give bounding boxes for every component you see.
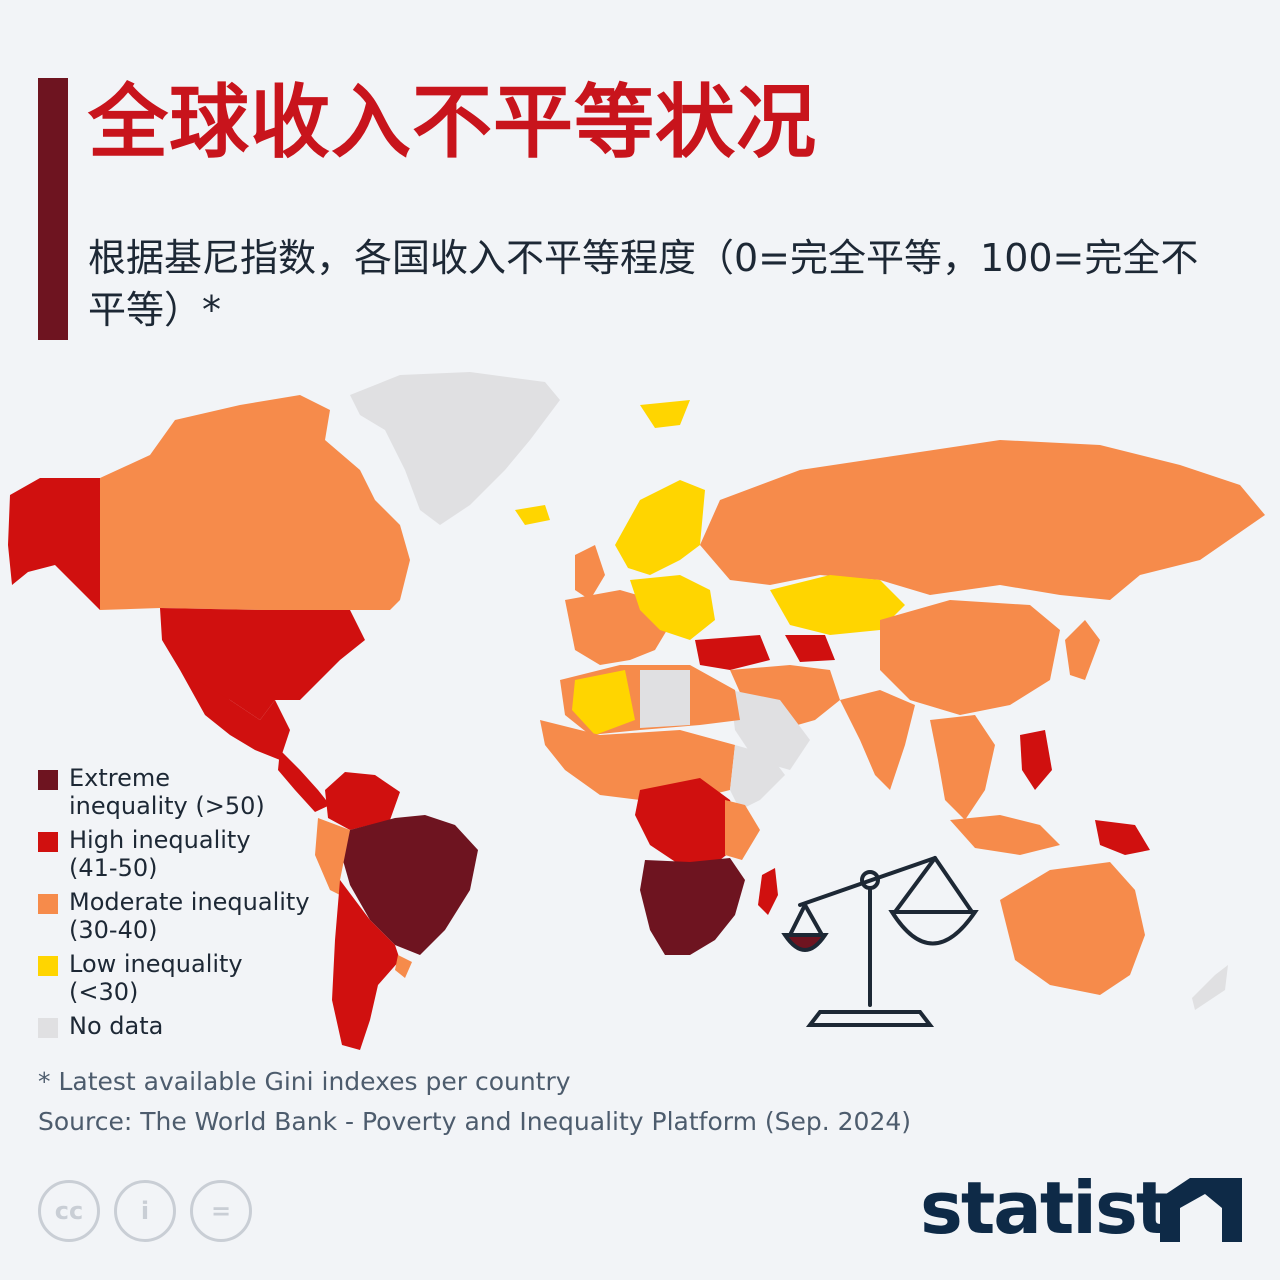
legend-range: inequality (>50) [69,792,265,820]
china [880,600,1060,715]
page-title: 全球收入不平等状况 [88,76,817,169]
legend-item-extreme: Extreme inequality (>50) [38,764,310,820]
madagascar [758,868,778,915]
india [840,690,915,790]
footnote: * Latest available Gini indexes per coun… [38,1067,571,1096]
legend-item-moderate: Moderate inequality (30-40) [38,888,310,944]
peru [315,818,350,900]
attribution-icon[interactable]: i [114,1180,176,1242]
greenland [350,372,560,525]
papua-new-guinea [1095,820,1150,855]
new-zealand [1192,965,1228,1010]
southern-africa [640,858,745,955]
legend-label: Low inequality [69,950,243,978]
southeast-asia [930,715,995,820]
uruguay [395,955,412,978]
algeria [572,670,635,735]
legend-swatch [38,770,58,790]
legend-range: (41-50) [69,854,158,882]
libya-egypt [640,670,690,728]
iceland [515,505,550,525]
brazil [340,815,478,955]
central-america [278,750,330,812]
canada [100,395,410,610]
japan [1065,620,1100,680]
legend-range: (30-40) [69,916,158,944]
title-accent-bar [38,78,68,340]
indonesia [950,815,1060,855]
statista-mark-icon [1160,1178,1242,1242]
colombia-venezuela [325,772,400,830]
argentina-chile [332,880,400,1050]
central-europe [630,575,715,640]
uk [575,545,605,600]
legend-swatch [38,1018,58,1038]
turkey [695,635,770,670]
legend-range: (<30) [69,978,139,1006]
legend-item-low: Low inequality (<30) [38,950,310,1006]
no-derivatives-icon[interactable]: = [190,1180,252,1242]
legend-label: No data [69,1012,164,1040]
svalbard [640,400,690,428]
legend-label: High inequality [69,826,251,854]
legend-swatch [38,832,58,852]
page-subtitle: 根据基尼指数，各国收入不平等程度（0=完全平等，100=完全不平等）* [88,236,1199,332]
usa [160,608,365,720]
philippines [1020,730,1052,790]
legend-label: Moderate inequality [69,888,310,916]
russia [700,440,1265,600]
east-africa [725,800,760,860]
map-legend: Extreme inequality (>50) High inequality… [38,764,310,1046]
kazakhstan [770,575,905,635]
cc-icon[interactable]: cc [38,1180,100,1242]
balance-scale-icon [781,856,979,1027]
mexico [180,670,290,760]
west-africa [540,720,735,800]
turkmenistan [785,635,835,662]
alaska [8,478,100,610]
australia [1000,862,1145,995]
world-map [8,372,1265,1050]
horn-of-africa [730,745,785,810]
legend-swatch [38,956,58,976]
legend-swatch [38,894,58,914]
legend-item-high: High inequality (41-50) [38,826,310,882]
scandinavia [615,480,705,575]
legend-label: Extreme [69,764,171,792]
legend-item-no-data: No data [38,1012,310,1040]
source-note: Source: The World Bank - Poverty and Ine… [38,1107,912,1136]
central-africa [635,778,745,865]
